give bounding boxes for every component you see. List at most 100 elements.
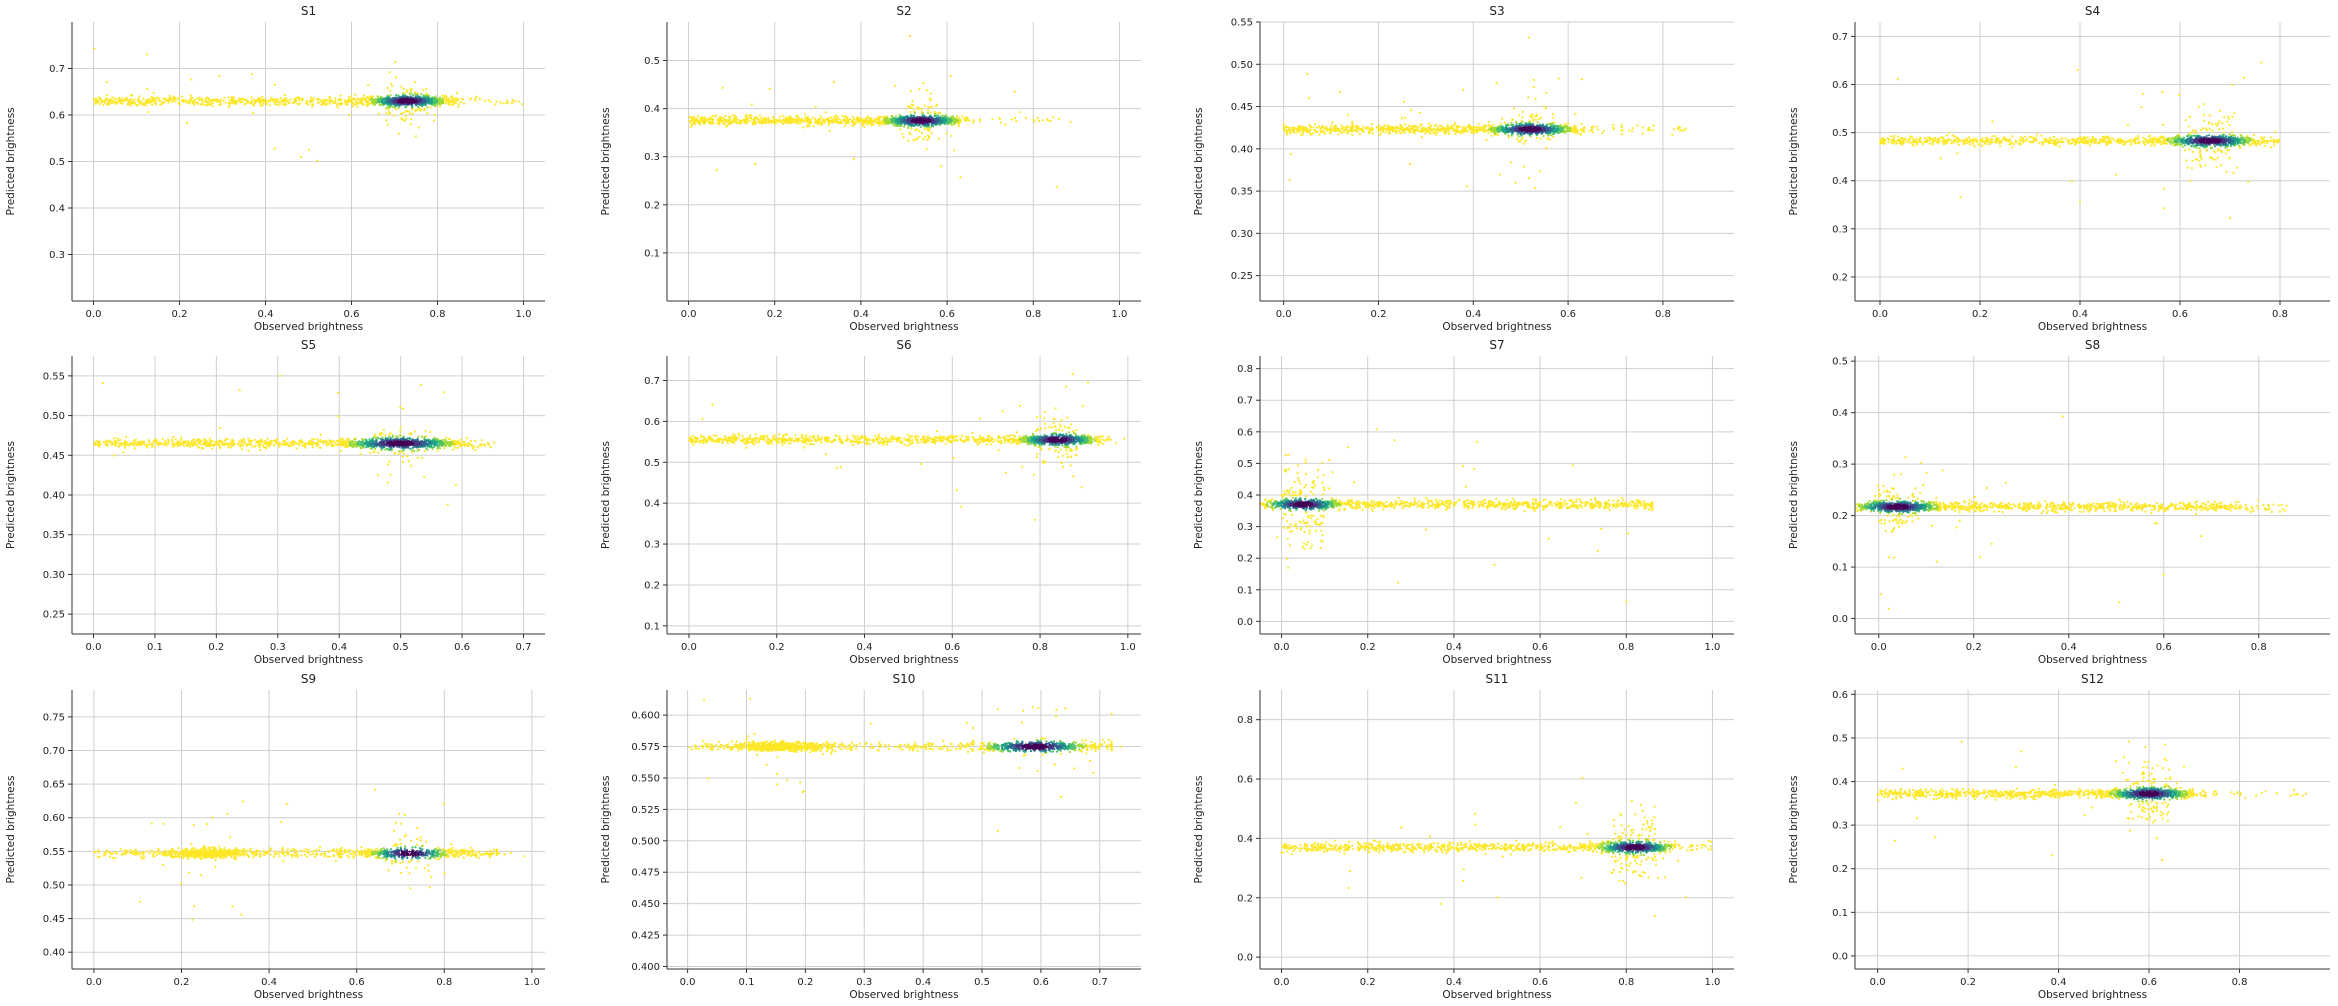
data-point xyxy=(334,101,337,104)
data-point xyxy=(388,71,391,74)
data-point xyxy=(1652,124,1655,127)
data-point xyxy=(2134,138,2137,142)
data-point xyxy=(1459,131,1462,134)
data-point xyxy=(1534,97,1537,100)
data-point xyxy=(1988,143,1991,146)
data-point xyxy=(133,98,136,101)
data-point xyxy=(1507,134,1510,137)
data-point xyxy=(121,97,124,100)
data-point xyxy=(2232,171,2235,175)
x-tick-label: 0.0 xyxy=(1276,309,1292,320)
data-point xyxy=(991,118,994,121)
data-point xyxy=(365,103,368,106)
data-point xyxy=(768,87,771,90)
data-point xyxy=(750,103,753,106)
x-tick-label: 0.6 xyxy=(1560,309,1576,320)
x-tick-label: 1.0 xyxy=(1112,309,1128,320)
data-point xyxy=(413,80,417,84)
data-point xyxy=(1538,118,1541,121)
data-point xyxy=(354,98,357,101)
y-tick-label: 0.5 xyxy=(49,157,65,168)
data-point xyxy=(2269,136,2272,139)
data-point xyxy=(1919,138,1922,141)
y-tick-label: 0.55 xyxy=(1231,18,1253,29)
data-point xyxy=(1019,111,1022,114)
data-point xyxy=(1428,122,1431,125)
x-tick-label: 0.8 xyxy=(1025,309,1041,320)
data-point xyxy=(810,121,813,124)
data-point xyxy=(2215,124,2218,127)
data-point xyxy=(2120,139,2124,142)
data-point xyxy=(1351,127,1354,130)
data-point xyxy=(694,123,697,126)
data-point xyxy=(724,115,727,118)
data-point xyxy=(939,165,943,168)
data-point xyxy=(818,117,821,121)
data-point xyxy=(2190,167,2193,170)
data-point xyxy=(243,99,246,102)
data-point xyxy=(712,122,715,125)
data-point xyxy=(1351,122,1354,125)
data-point xyxy=(2231,115,2234,118)
data-point xyxy=(1595,125,1598,128)
data-point xyxy=(1453,122,1457,125)
data-point xyxy=(348,113,351,117)
data-point xyxy=(395,94,398,97)
data-point xyxy=(695,117,698,120)
data-point xyxy=(1883,142,1886,145)
data-point xyxy=(307,103,310,106)
data-point xyxy=(1046,118,1049,121)
data-point xyxy=(2269,146,2272,149)
data-point xyxy=(250,73,253,76)
data-point xyxy=(441,94,444,97)
data-point xyxy=(930,132,933,135)
data-point xyxy=(1331,121,1334,124)
data-point xyxy=(501,102,504,105)
data-point xyxy=(171,100,174,103)
data-point xyxy=(368,98,371,101)
data-point xyxy=(1456,126,1460,129)
data-point xyxy=(1521,136,1524,139)
data-point xyxy=(1288,178,1291,181)
data-point xyxy=(2208,128,2211,131)
data-point xyxy=(961,115,964,118)
data-point xyxy=(385,112,388,115)
data-point xyxy=(1942,142,1945,145)
data-point xyxy=(259,100,262,103)
data-point xyxy=(189,94,192,97)
data-point xyxy=(1311,132,1315,135)
data-point xyxy=(1025,116,1028,120)
panel-title: S1 xyxy=(301,4,316,18)
data-point xyxy=(417,126,420,129)
data-point xyxy=(1630,130,1633,133)
data-point xyxy=(405,90,409,93)
data-point xyxy=(307,148,310,151)
data-point xyxy=(410,118,413,121)
data-point xyxy=(1534,118,1538,121)
data-point xyxy=(277,98,280,101)
data-point xyxy=(2231,83,2234,87)
data-point xyxy=(475,95,478,98)
data-point xyxy=(1376,126,1379,129)
data-point xyxy=(1978,142,1981,145)
data-point xyxy=(174,97,177,100)
data-point xyxy=(160,100,163,103)
data-point xyxy=(2260,138,2264,141)
data-point xyxy=(1398,127,1401,130)
data-point xyxy=(295,100,298,103)
data-point xyxy=(2228,216,2232,219)
data-point xyxy=(1533,115,1536,118)
data-point xyxy=(1551,113,1554,116)
data-point xyxy=(2076,68,2079,71)
data-point xyxy=(1997,138,2000,141)
data-point xyxy=(2068,139,2071,142)
data-point xyxy=(1513,107,1516,110)
data-point xyxy=(334,99,337,102)
data-point xyxy=(2020,143,2023,146)
data-point xyxy=(844,124,847,128)
data-point xyxy=(2138,140,2141,144)
data-point xyxy=(1981,144,1984,147)
x-axis-label: Observed brightness xyxy=(1442,321,1551,333)
data-point xyxy=(812,125,815,128)
data-point xyxy=(1413,132,1416,135)
